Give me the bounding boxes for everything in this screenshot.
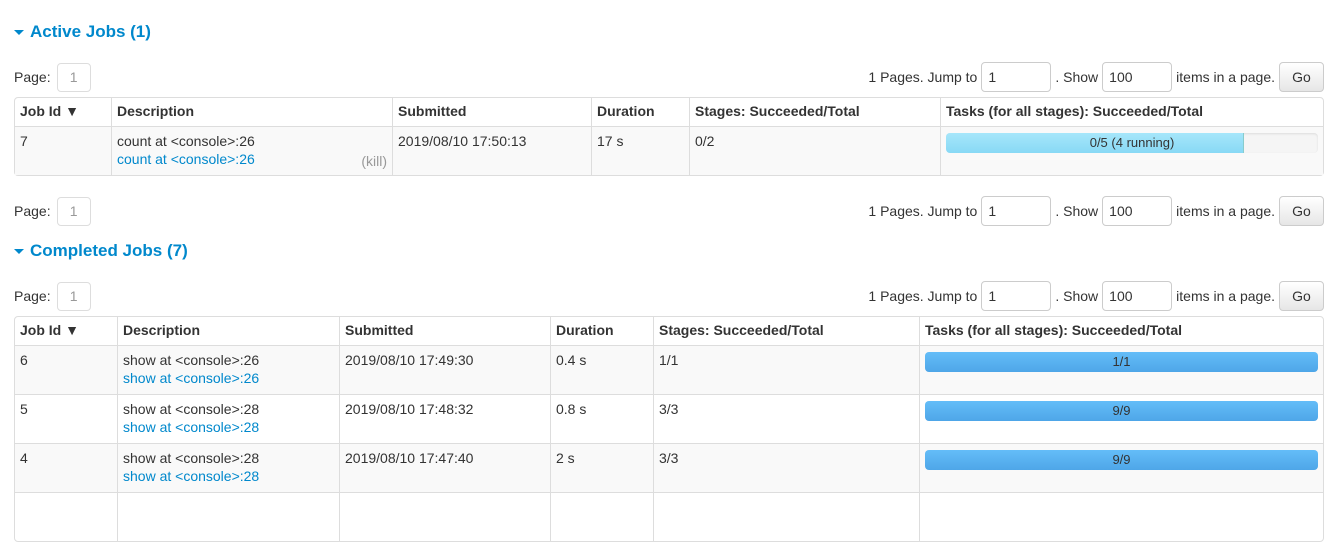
- jump-to-input[interactable]: [981, 196, 1052, 226]
- running-fill: [946, 133, 1244, 153]
- go-button[interactable]: Go: [1279, 62, 1324, 92]
- column-job-id[interactable]: Job Id ▼: [20, 103, 79, 119]
- active-jobs-table: Job Id ▼ Description Submitted Duration …: [14, 97, 1324, 176]
- succeeded-fill: [925, 401, 1318, 421]
- page-button[interactable]: 1: [56, 62, 91, 92]
- page-size-input[interactable]: [1102, 281, 1173, 311]
- column-duration[interactable]: Duration: [550, 317, 653, 345]
- job-link[interactable]: show at <console>:26: [123, 370, 260, 386]
- table-row: 5 show at <console>:28 show at <console>:…: [15, 394, 1323, 443]
- column-submitted[interactable]: Submitted: [339, 317, 550, 345]
- task-progress-bar: 1/1: [925, 352, 1318, 372]
- column-stages[interactable]: Stages: Succeeded/Total: [689, 98, 940, 126]
- go-button[interactable]: Go: [1279, 281, 1324, 311]
- kill-link[interactable]: (kill): [361, 153, 387, 169]
- page-button[interactable]: 1: [56, 281, 91, 311]
- column-tasks[interactable]: Tasks (for all stages): Succeeded/Total: [940, 98, 1323, 126]
- pagination-bottom-active: Page:1 1 Pages. Jump to. Showitems in a …: [14, 196, 1324, 226]
- table-row: 4 show at <console>:28 show at <console>:…: [15, 443, 1323, 492]
- column-description[interactable]: Description: [117, 317, 339, 345]
- page-size-input[interactable]: [1102, 196, 1173, 226]
- caret-down-icon: [14, 29, 24, 35]
- task-progress-bar: 0/5 (4 running): [946, 133, 1318, 153]
- succeeded-fill: [925, 352, 1318, 372]
- table-row: 6 show at <console>:26 show at <console>:…: [15, 345, 1323, 394]
- column-description[interactable]: Description: [111, 98, 392, 126]
- column-job-id[interactable]: Job Id ▼: [20, 322, 79, 338]
- page-button[interactable]: 1: [56, 196, 91, 226]
- caret-down-icon: [14, 248, 24, 254]
- jump-to-input[interactable]: [981, 62, 1052, 92]
- go-button[interactable]: Go: [1279, 196, 1324, 226]
- pagination-top-completed: Page:1 1 Pages. Jump to. Showitems in a …: [14, 281, 1324, 311]
- column-submitted[interactable]: Submitted: [392, 98, 591, 126]
- column-duration[interactable]: Duration: [591, 98, 689, 126]
- job-link[interactable]: show at <console>:28: [123, 419, 260, 435]
- task-progress-bar: 9/9: [925, 450, 1318, 470]
- succeeded-fill: [925, 450, 1318, 470]
- table-row: [15, 492, 1323, 541]
- job-link[interactable]: count at <console>:26: [117, 151, 255, 167]
- task-progress-bar: 9/9: [925, 401, 1318, 421]
- column-tasks[interactable]: Tasks (for all stages): Succeeded/Total: [919, 317, 1323, 345]
- pagination-top-active: Page:1 1 Pages. Jump to. Showitems in a …: [14, 62, 1324, 92]
- column-stages[interactable]: Stages: Succeeded/Total: [653, 317, 919, 345]
- completed-jobs-heading[interactable]: Completed Jobs (7): [14, 241, 188, 261]
- completed-jobs-table: Job Id ▼ Description Submitted Duration …: [14, 316, 1324, 542]
- active-jobs-heading[interactable]: Active Jobs (1): [14, 22, 151, 42]
- page-size-input[interactable]: [1102, 62, 1173, 92]
- table-row: 7 count at <console>:26 (kill) count at <c…: [15, 126, 1323, 175]
- jump-to-input[interactable]: [981, 281, 1052, 311]
- job-link[interactable]: show at <console>:28: [123, 468, 260, 484]
